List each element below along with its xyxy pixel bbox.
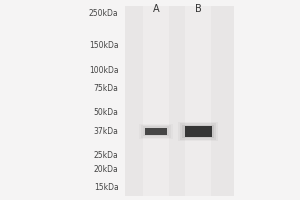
- Text: 250kDa: 250kDa: [89, 9, 118, 19]
- Bar: [190, 128, 206, 129]
- Text: B: B: [195, 4, 201, 14]
- Bar: [139, 124, 173, 139]
- Bar: [143, 126, 169, 136]
- Bar: [124, 6, 234, 196]
- Text: 150kDa: 150kDa: [89, 41, 118, 50]
- Bar: [182, 125, 214, 138]
- Text: 20kDa: 20kDa: [94, 165, 118, 174]
- Bar: [178, 122, 218, 141]
- Text: 50kDa: 50kDa: [94, 108, 118, 117]
- Text: 100kDa: 100kDa: [89, 66, 118, 75]
- Text: A: A: [153, 4, 159, 14]
- Bar: [145, 128, 167, 135]
- Bar: [184, 126, 212, 137]
- Bar: [185, 6, 211, 196]
- Text: 75kDa: 75kDa: [94, 84, 118, 93]
- Bar: [184, 126, 212, 137]
- Bar: [143, 6, 169, 196]
- Text: 37kDa: 37kDa: [94, 127, 118, 136]
- Bar: [145, 128, 167, 135]
- Bar: [180, 123, 216, 140]
- Text: 15kDa: 15kDa: [94, 182, 118, 192]
- Bar: [141, 125, 171, 138]
- Text: 25kDa: 25kDa: [94, 151, 118, 160]
- Bar: [190, 134, 206, 135]
